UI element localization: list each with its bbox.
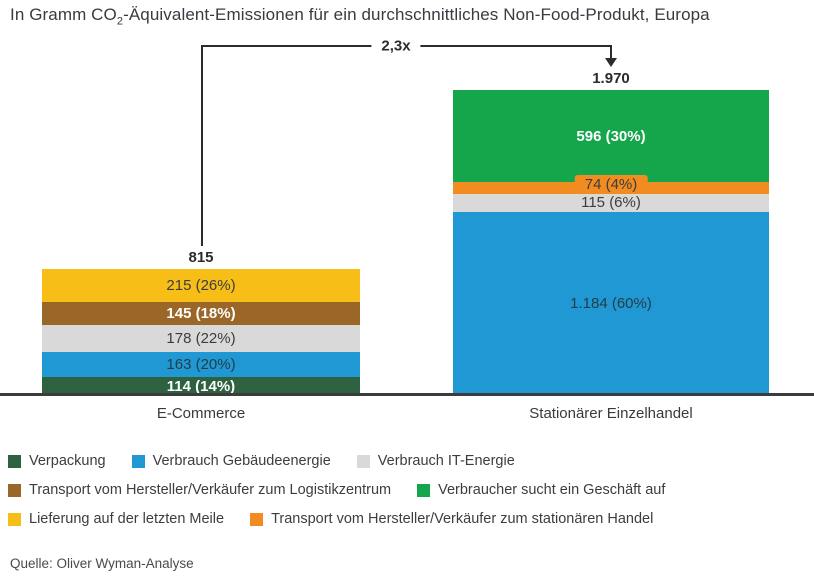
bar-segment: 163 (20%) bbox=[42, 352, 360, 378]
chart-title-subscript: 2 bbox=[116, 15, 124, 28]
segment-label: 1.184 (60%) bbox=[570, 294, 652, 312]
segment-label: 596 (30%) bbox=[576, 127, 646, 145]
legend-label: Verbraucher sucht ein Geschäft auf bbox=[438, 482, 666, 498]
segment-label: 215 (26%) bbox=[166, 277, 236, 295]
x-axis-line bbox=[0, 393, 814, 396]
multiplier-label: 2,3x bbox=[371, 37, 421, 55]
legend-row: Lieferung auf der letzten Meile Transport… bbox=[8, 511, 665, 527]
bar-total-label: 815 bbox=[188, 248, 214, 266]
legend-row: Verpackung Verbrauch Gebäudeenergie Verbra… bbox=[8, 453, 665, 469]
bracket-right-line bbox=[610, 45, 612, 59]
legend-swatch-icon bbox=[8, 483, 21, 497]
legend-row: Transport vom Hersteller/Verkäufer zum L… bbox=[8, 482, 665, 498]
legend-label: Verbrauch IT-Energie bbox=[377, 453, 515, 469]
legend-swatch-icon bbox=[356, 454, 370, 468]
legend: Verpackung Verbrauch Gebäudeenergie Verbra… bbox=[8, 453, 665, 527]
bar-stationary-retail: 1.970 596 (30%) 74 (4%) 115 (6%) 1.184 (60%… bbox=[453, 71, 769, 395]
segment-label: 115 (6%) bbox=[581, 194, 641, 212]
x-axis-label-ecommerce: E-Commerce bbox=[156, 405, 246, 422]
legend-label: Verbrauch Gebäudeenergie bbox=[152, 453, 331, 469]
legend-swatch-icon bbox=[131, 454, 145, 468]
arrow-down-icon bbox=[605, 58, 617, 67]
bar-segment: 115 (6%) bbox=[453, 193, 769, 212]
segment-label: 74 (4%) bbox=[574, 174, 648, 193]
legend-label: Verpackung bbox=[29, 453, 106, 469]
chart-title: In Gramm CO2-Äquivalent-Emissionen für e… bbox=[10, 5, 710, 27]
segment-label: 114 (14%) bbox=[166, 377, 236, 395]
legend-item: Lieferung auf der letzten Meile bbox=[8, 511, 224, 527]
bar-segments: 596 (30%) 74 (4%) 115 (6%) 1.184 (60%) bbox=[453, 90, 769, 395]
legend-item: Verpackung bbox=[8, 453, 106, 469]
legend-item: Transport vom Hersteller/Verkäufer zum s… bbox=[250, 511, 653, 527]
segment-label: 145 (18%) bbox=[166, 304, 236, 322]
legend-item: Verbrauch Gebäudeenergie bbox=[131, 453, 331, 469]
legend-swatch-icon bbox=[8, 454, 21, 468]
legend-swatch-icon bbox=[250, 512, 264, 526]
legend-item: Verbraucher sucht ein Geschäft auf bbox=[417, 482, 665, 498]
x-axis-label-stationary-retail: Stationärer Einzelhandel bbox=[529, 405, 693, 422]
bar-segment: 178 (22%) bbox=[42, 324, 360, 353]
chart-title-prefix: In Gramm CO bbox=[10, 5, 117, 24]
bar-segment: 114 (14%) bbox=[42, 377, 360, 395]
legend-label: Transport vom Hersteller/Verkäufer zum L… bbox=[29, 482, 392, 498]
legend-item: Transport vom Hersteller/Verkäufer zum L… bbox=[8, 482, 391, 498]
legend-swatch-icon bbox=[417, 483, 431, 497]
legend-swatch-icon bbox=[8, 512, 21, 526]
source-note: Quelle: Oliver Wyman-Analyse bbox=[10, 556, 194, 571]
bar-segment: 145 (18%) bbox=[42, 302, 360, 325]
bar-total-label: 1.970 bbox=[592, 70, 630, 88]
legend-label: Lieferung auf der letzten Meile bbox=[29, 511, 225, 527]
chart-title-suffix: -Äquivalent-Emissionen für ein durchschn… bbox=[123, 5, 710, 24]
legend-item: Verbrauch IT-Energie bbox=[356, 453, 515, 469]
bar-segment: 1.184 (60%) bbox=[453, 211, 769, 395]
bar-ecommerce: 815 215 (26%) 145 (18%) 178 (22%) 163 (20%)… bbox=[42, 250, 360, 395]
legend-label: Transport vom Hersteller/Verkäufer zum s… bbox=[271, 511, 654, 527]
segment-label: 163 (20%) bbox=[166, 356, 236, 374]
bar-segment: 596 (30%) bbox=[453, 90, 769, 183]
bracket-left-line bbox=[201, 45, 203, 246]
bar-segment: 215 (26%) bbox=[42, 268, 360, 303]
bar-segment: 74 (4%) bbox=[453, 174, 769, 194]
segment-label: 178 (22%) bbox=[166, 329, 236, 347]
bar-segments: 215 (26%) 145 (18%) 178 (22%) 163 (20%) 114 … bbox=[42, 268, 360, 395]
